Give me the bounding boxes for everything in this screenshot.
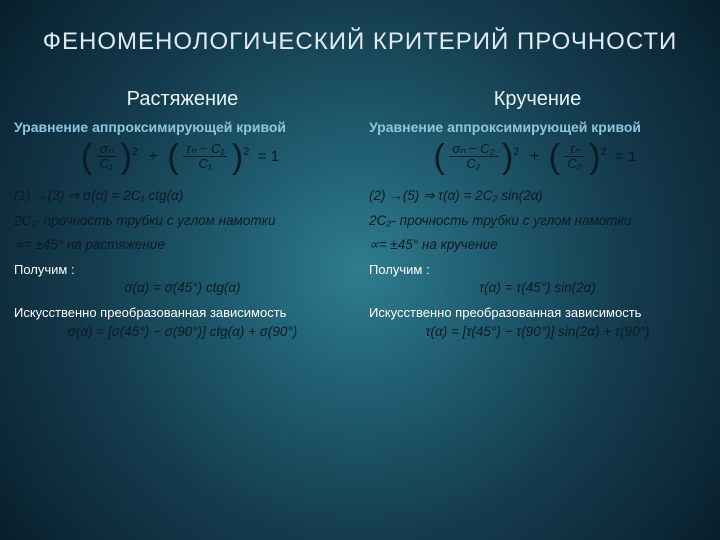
- left-eq1-num2: τₙ − C₁: [183, 142, 227, 157]
- left-eq1: ( σₙ C₁ )2 + ( τₙ − C₁ C₁ )2 = 1: [14, 140, 351, 174]
- left-eq1-den1: C₁: [97, 157, 117, 171]
- right-line2: (2) →(5) ⇒ τ(α) = 2C₂ sin(2α): [369, 188, 706, 204]
- right-eq1-num1: σₙ − C₂: [449, 142, 497, 157]
- right-eq1: ( σₙ − C₂ C₂ )2 + ( τₙ C₂ )2 = 1: [369, 140, 706, 174]
- right-eq1-rhs: = 1: [615, 148, 636, 165]
- left-line3b: ∝= ±45° на растяжение: [14, 236, 351, 254]
- right-line3a: 2C₂- прочность трубки с углом намотки: [369, 212, 706, 230]
- right-eq1-num2: τₙ: [564, 142, 584, 157]
- left-col-title: Растяжение: [14, 88, 351, 111]
- left-subhead-2: Получим :: [14, 262, 351, 278]
- left-eq1-den2: C₁: [183, 157, 227, 171]
- slide-title: ФЕНОМЕНОЛОГИЧЕСКИЙ КРИТЕРИЙ ПРОЧНОСТИ: [0, 28, 720, 56]
- right-eq1-den1: C₂: [449, 157, 497, 171]
- columns: Растяжение Уравнение аппроксимирующей кр…: [14, 88, 706, 526]
- left-line2: (1) →(3) ⇒ σ(α) = 2C₁ ctg(α): [14, 188, 351, 204]
- left-result: σ(α) = σ(45°) ctg(α): [14, 280, 351, 295]
- right-result2: τ(α) = [τ(45°) − τ(90°)] sin(2α) + τ(90°…: [369, 324, 706, 339]
- right-subhead-2: Получим :: [369, 262, 706, 278]
- column-right: Кручение Уравнение аппроксимирующей крив…: [369, 88, 706, 526]
- left-eq1-num1: σₙ: [97, 142, 117, 157]
- right-col-title: Кручение: [369, 88, 706, 111]
- right-line3b: ∝= ±45° на кручение: [369, 236, 706, 254]
- right-eq1-den2: C₂: [564, 157, 584, 171]
- left-subhead-1: Уравнение аппроксимирующей кривой: [14, 119, 351, 136]
- column-left: Растяжение Уравнение аппроксимирующей кр…: [14, 88, 351, 526]
- left-eq1-rhs: = 1: [258, 148, 279, 165]
- right-subhead-3: Искусственно преобразованная зависимость: [369, 305, 706, 321]
- left-line3a: 2C₁- прочность трубки с углом намотки: [14, 212, 351, 230]
- slide: ФЕНОМЕНОЛОГИЧЕСКИЙ КРИТЕРИЙ ПРОЧНОСТИ Ра…: [0, 0, 720, 540]
- right-result: τ(α) = τ(45°) sin(2α): [369, 280, 706, 295]
- left-result2: σ(α) = [σ(45°) − σ(90°)] ctg(α) + σ(90°): [14, 324, 351, 339]
- right-subhead-1: Уравнение аппроксимирующей кривой: [369, 119, 706, 136]
- left-subhead-3: Искусственно преобразованная зависимость: [14, 305, 351, 321]
